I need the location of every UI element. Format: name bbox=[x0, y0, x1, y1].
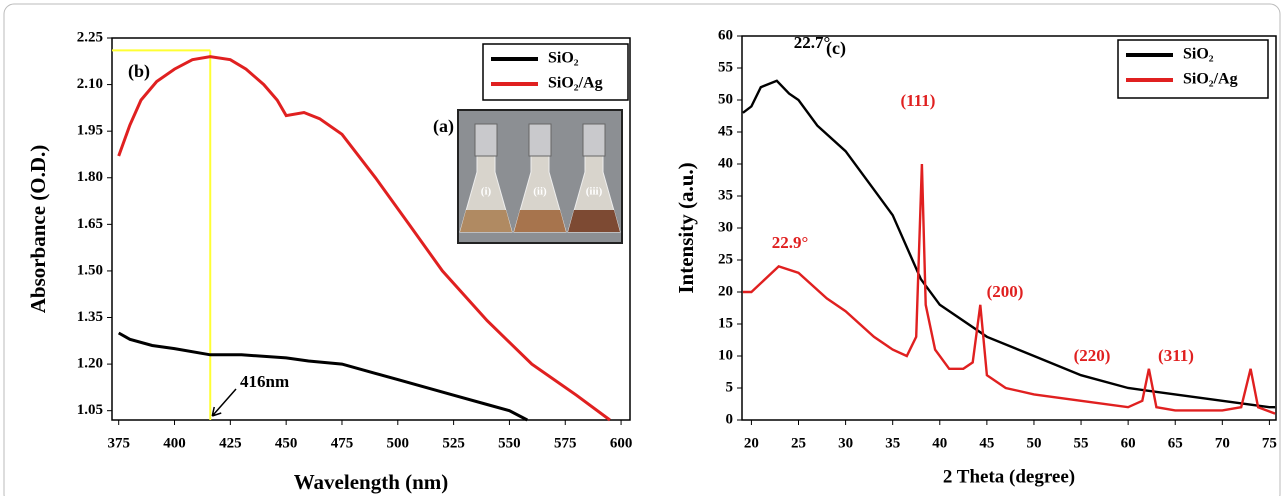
peak-label: (311) bbox=[1158, 346, 1194, 365]
legend-label: SiO₂/Ag bbox=[1183, 71, 1238, 88]
peak-label: (200) bbox=[987, 282, 1024, 301]
x-tick-label: 550 bbox=[498, 435, 521, 451]
inset-label: (a) bbox=[433, 116, 454, 137]
x-tick-label: 60 bbox=[1121, 435, 1136, 451]
y-tick-label: 1.50 bbox=[77, 262, 103, 278]
x-tick-label: 65 bbox=[1168, 435, 1183, 451]
peak-label: (111) bbox=[901, 91, 936, 110]
guide-label: 416nm bbox=[240, 372, 289, 391]
liquid bbox=[514, 210, 566, 232]
y-tick-label: 60 bbox=[718, 27, 733, 43]
y-tick-label: 20 bbox=[718, 283, 733, 299]
legend-label: SiO₂ bbox=[548, 50, 579, 67]
legend-label: SiO₂/Ag bbox=[548, 75, 603, 92]
plot-area bbox=[111, 37, 631, 421]
legend-box bbox=[1117, 39, 1269, 99]
x-tick-label: 40 bbox=[932, 435, 947, 451]
y-tick-label: 1.80 bbox=[77, 169, 103, 185]
x-tick-label: 450 bbox=[275, 435, 298, 451]
legend: SiO₂ SiO₂/Ag bbox=[482, 43, 629, 101]
x-tick-label: 55 bbox=[1074, 435, 1089, 451]
guide-arrow bbox=[211, 388, 237, 417]
liquid bbox=[568, 210, 620, 232]
y-tick-label: 1.65 bbox=[77, 216, 103, 232]
y-tick-label: 1.20 bbox=[77, 356, 103, 372]
y-tick-label: 2.10 bbox=[77, 76, 103, 92]
x-tick-label: 425 bbox=[219, 435, 242, 451]
y-tick-label: 10 bbox=[718, 347, 733, 363]
y-tick-label: 5 bbox=[726, 379, 734, 395]
x-tick-label: 30 bbox=[838, 435, 853, 451]
x-axis-label: Wavelength (nm) bbox=[294, 470, 449, 494]
peak-label: (220) bbox=[1074, 346, 1111, 365]
y-tick-label: 55 bbox=[718, 59, 733, 75]
flask-label: (ii) bbox=[533, 186, 547, 198]
x-tick-label: 45 bbox=[979, 435, 994, 451]
flask-label: (iii) bbox=[586, 186, 603, 198]
x-tick-label: 400 bbox=[163, 435, 186, 451]
y-tick-label: 25 bbox=[718, 251, 733, 267]
x-tick-label: 500 bbox=[387, 435, 410, 451]
y-tick-label: 30 bbox=[718, 219, 733, 235]
y-tick-label: 1.35 bbox=[77, 309, 103, 325]
legend-label: SiO₂ bbox=[1183, 46, 1214, 63]
y-tick-label: 1.05 bbox=[77, 402, 103, 418]
y-tick-label: 45 bbox=[718, 123, 733, 139]
y-axis-label: Intensity (a.u.) bbox=[674, 162, 698, 293]
legend-box bbox=[482, 43, 629, 101]
y-tick-label: 50 bbox=[718, 91, 733, 107]
x-tick-label: 375 bbox=[107, 435, 130, 451]
foil bbox=[528, 123, 552, 157]
x-tick-label: 525 bbox=[442, 435, 465, 451]
y-tick-label: 40 bbox=[718, 155, 733, 171]
y-axis-label: Absorbance (O.D.) bbox=[26, 145, 50, 314]
inset-photo: (i) (ii) (iii) bbox=[457, 109, 623, 244]
y-tick-label: 2.25 bbox=[77, 29, 103, 45]
panel-label: (c) bbox=[826, 38, 846, 59]
series-line bbox=[117, 331, 528, 422]
peak-label: 22.9° bbox=[772, 233, 809, 252]
legend: SiO₂ SiO₂/Ag bbox=[1117, 39, 1269, 99]
y-tick-label: 35 bbox=[718, 187, 733, 203]
x-tick-label: 70 bbox=[1215, 435, 1230, 451]
x-tick-label: 50 bbox=[1026, 435, 1041, 451]
foil bbox=[474, 123, 498, 157]
x-tick-label: 20 bbox=[744, 435, 759, 451]
series-line bbox=[742, 163, 1276, 415]
flask-label: (i) bbox=[481, 186, 492, 198]
x-tick-label: 35 bbox=[885, 435, 900, 451]
foil bbox=[582, 123, 606, 157]
series-line bbox=[742, 79, 1276, 409]
x-tick-label: 575 bbox=[554, 435, 577, 451]
series-line bbox=[117, 55, 611, 422]
x-tick-label: 600 bbox=[610, 435, 633, 451]
x-axis-label: 2 Theta (degree) bbox=[943, 466, 1075, 487]
frame bbox=[3, 3, 1281, 496]
peak-label: 22.7° bbox=[794, 33, 831, 52]
x-tick-label: 475 bbox=[331, 435, 354, 451]
x-tick-label: 25 bbox=[791, 435, 806, 451]
y-tick-label: 0 bbox=[726, 411, 734, 427]
y-tick-label: 1.95 bbox=[77, 123, 103, 139]
panel-label: (b) bbox=[128, 61, 150, 82]
liquid bbox=[460, 210, 512, 232]
y-tick-label: 15 bbox=[718, 315, 733, 331]
x-tick-label: 75 bbox=[1262, 435, 1277, 451]
